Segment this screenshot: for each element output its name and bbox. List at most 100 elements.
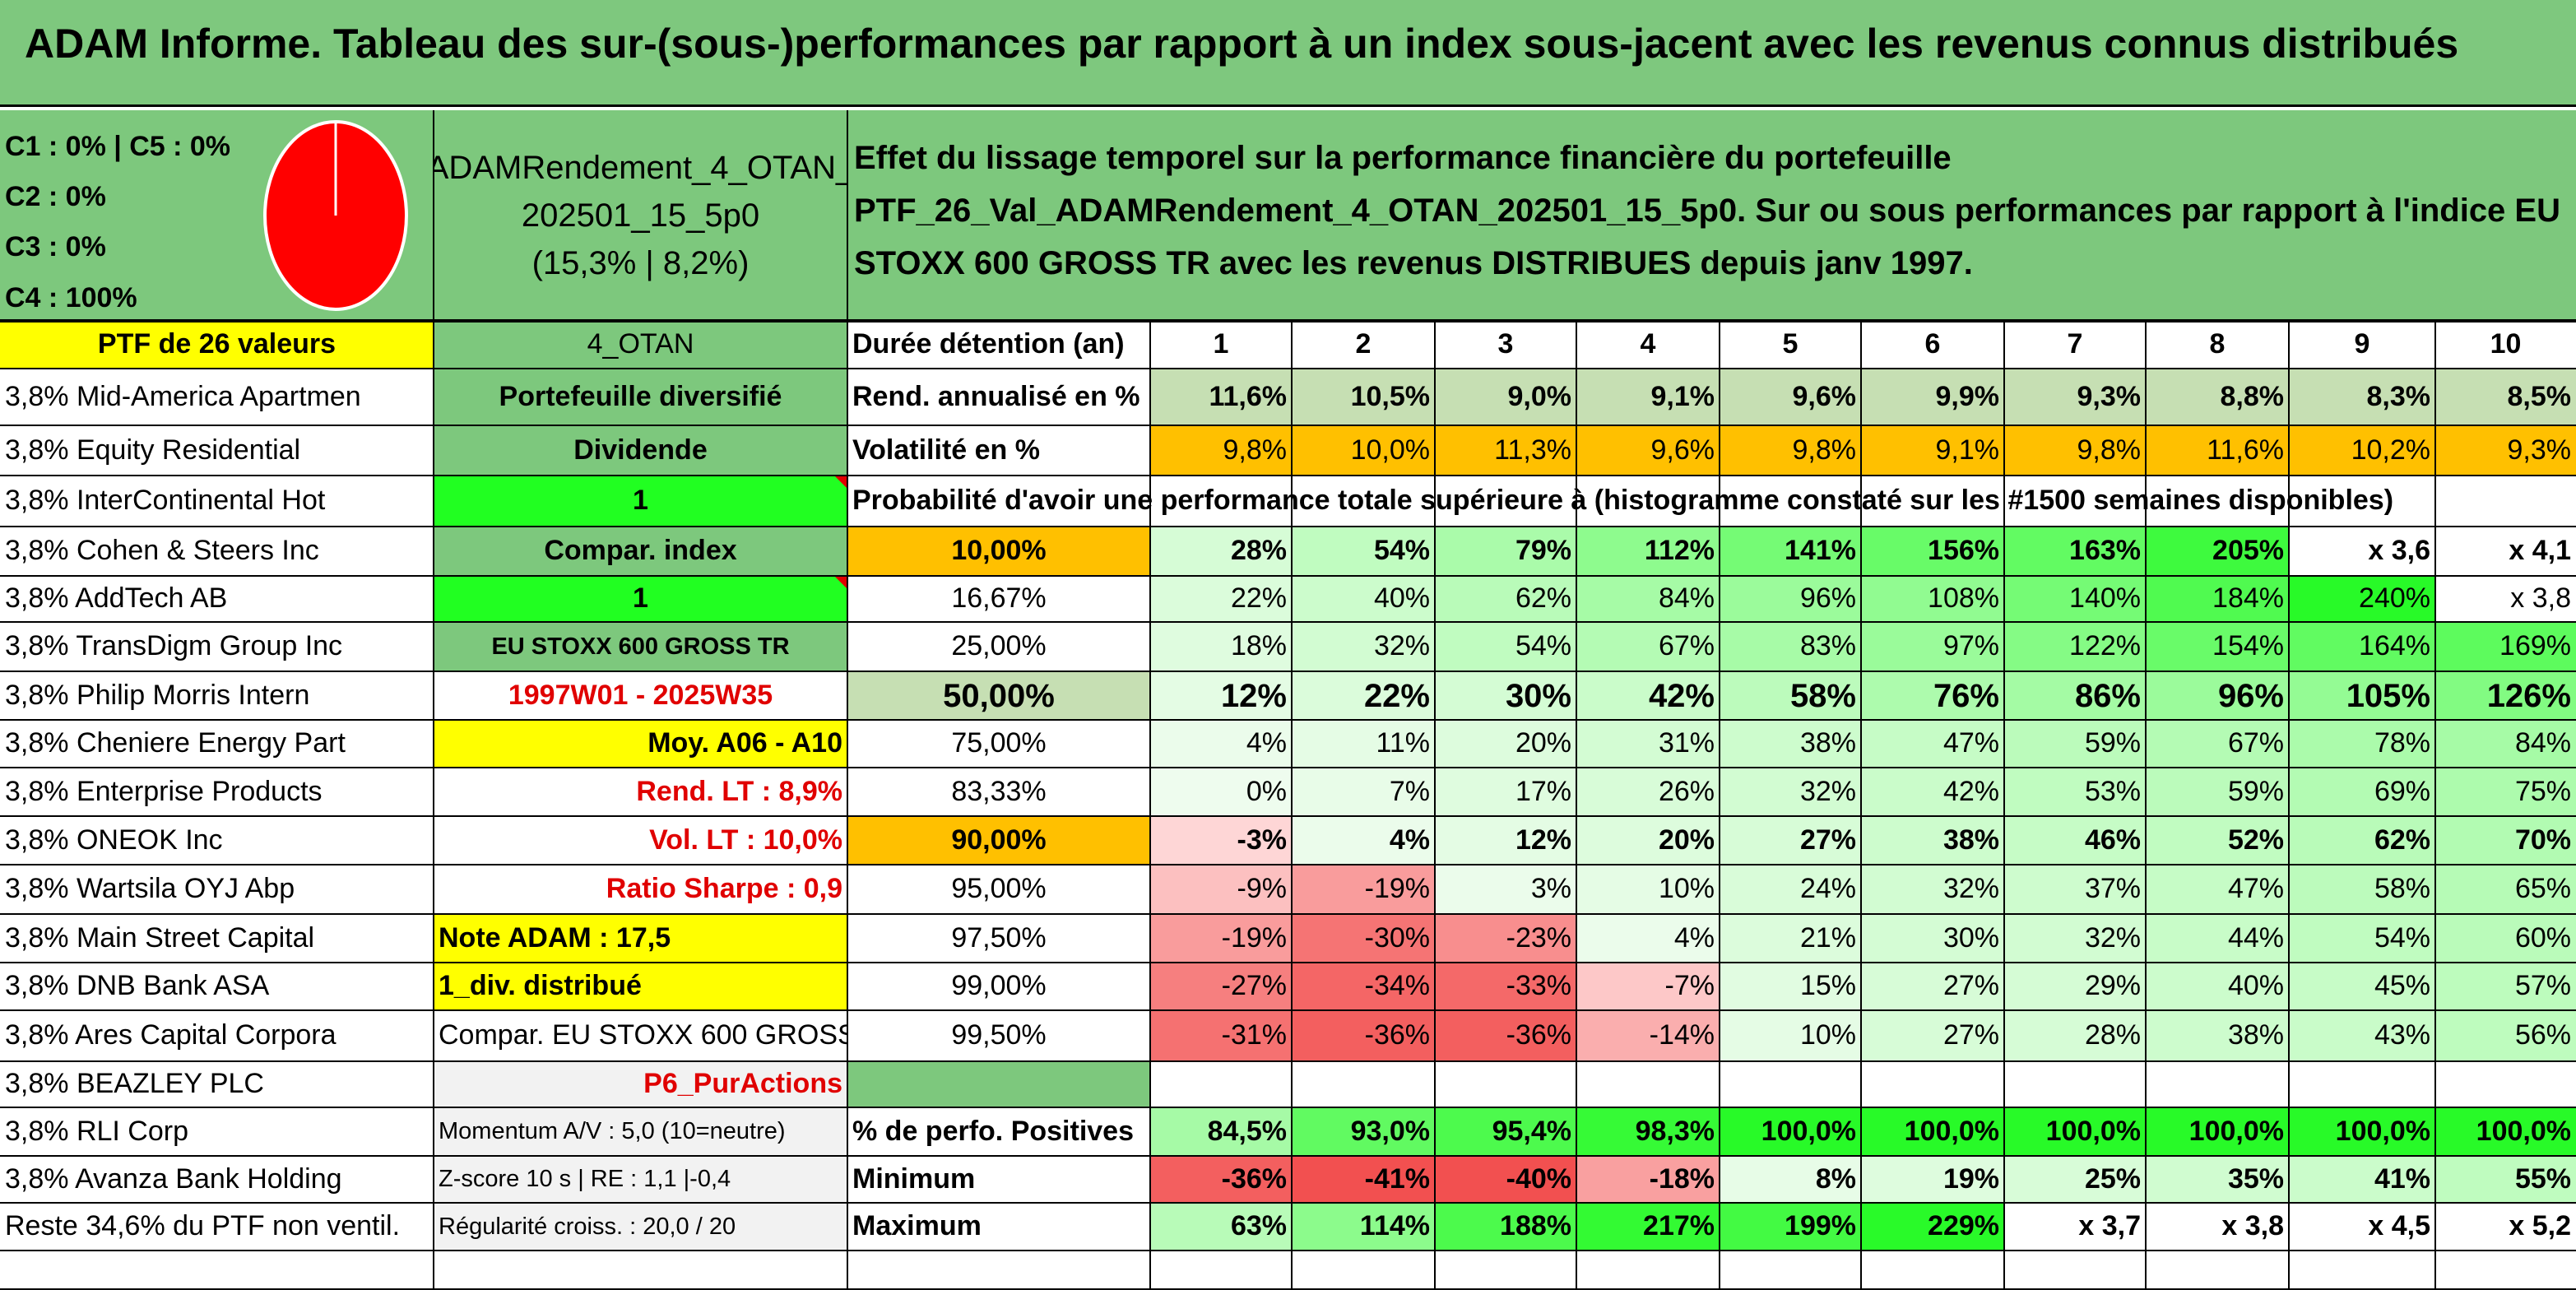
max-label: Maximum [852, 1210, 982, 1242]
prob-value: 7% [1292, 768, 1435, 816]
prob-value: 59% [2146, 768, 2289, 816]
holding-row: 3,8% Ares Capital Corpora [5, 1019, 337, 1051]
vol-value: 11,3% [1435, 425, 1576, 476]
prob-header: Probabilité d'avoir une performance tota… [852, 485, 2394, 517]
min-value: -36% [1150, 1156, 1292, 1203]
pos-label: % de perfo. Positives [852, 1115, 1134, 1147]
vol-value: 10,0% [1292, 425, 1435, 476]
prob-value: 79% [1435, 527, 1576, 576]
prob-value: 10% [1576, 865, 1720, 914]
prob-value: x 3,8 [2435, 576, 2576, 622]
prob-value: 76% [1861, 671, 2004, 720]
prob-value: 65% [2435, 865, 2576, 914]
grid-line [0, 526, 2576, 527]
grid-line [0, 1009, 2576, 1011]
prob-value: -36% [1292, 1010, 1435, 1061]
prob-value: 26% [1576, 768, 1720, 816]
holding-row: 3,8% InterContinental Hot [5, 485, 326, 517]
prob-value: 32% [1720, 768, 1861, 816]
blank-green-cell [847, 1061, 1150, 1107]
prob-value: 46% [2004, 816, 2146, 865]
prob-value: 122% [2004, 622, 2146, 671]
grid-line [0, 621, 2576, 623]
prob-value: 62% [1435, 576, 1576, 622]
rend-value: 9,6% [1720, 369, 1861, 425]
pos-value: 100,0% [2004, 1107, 2146, 1156]
rend-value: 8,3% [2289, 369, 2435, 425]
prob-value: 40% [2146, 963, 2289, 1010]
prob-value: 84% [1576, 576, 1720, 622]
prob-value: 30% [1435, 671, 1576, 720]
holding-row: 3,8% ONEOK Inc [5, 824, 223, 856]
info-cell: Vol. LT : 10,0% [649, 824, 842, 856]
prob-value: 105% [2289, 671, 2435, 720]
info-cell: Régularité croiss. : 20,0 / 20 [434, 1203, 847, 1251]
grid-line [1291, 321, 1293, 1289]
info-cell: Compar. index [434, 527, 847, 576]
grid-line [1860, 321, 1862, 1289]
grid-line [0, 1250, 2576, 1251]
prob-value: 67% [2146, 720, 2289, 768]
grid-line [0, 475, 2576, 476]
rend-label: Rend. annualisé en % [852, 380, 1140, 412]
rend-value: 9,9% [1861, 369, 2004, 425]
prob-value: 54% [1292, 527, 1435, 576]
grid-line [847, 110, 848, 1289]
prob-value: 29% [2004, 963, 2146, 1010]
holding-row: 3,8% Cohen & Steers Inc [5, 535, 319, 567]
prob-value: 54% [1435, 622, 1576, 671]
prob-value: -23% [1435, 914, 1576, 963]
prob-value: 38% [1861, 816, 2004, 865]
prob-value: 83% [1720, 622, 1861, 671]
prob-value: 86% [2004, 671, 2146, 720]
prob-value: 24% [1720, 865, 1861, 914]
grid-line [2145, 321, 2147, 1289]
prob-level: 97,50% [951, 921, 1047, 954]
prob-value: 31% [1576, 720, 1720, 768]
legend-c1c5: C1 : 0% | C5 : 0% [5, 131, 231, 162]
pos-value: 98,3% [1576, 1107, 1720, 1156]
portfolio-description: Effet du lissage temporel sur la perform… [847, 110, 2576, 321]
prob-value: 205% [2146, 527, 2289, 576]
ptf-header: PTF de 26 valeurs [0, 321, 434, 369]
prob-level: 83,33% [951, 775, 1047, 807]
prob-value: 45% [2289, 963, 2435, 1010]
rend-value: 9,3% [2004, 369, 2146, 425]
pos-value: 100,0% [1861, 1107, 2004, 1156]
prob-value: 62% [2289, 816, 2435, 865]
prob-value: 4% [1150, 720, 1292, 768]
vol-value: 9,1% [1861, 425, 2004, 476]
prob-value: 59% [2004, 720, 2146, 768]
portfolio-name-l2: 202501_15_5p0 [521, 197, 760, 234]
grid-line [0, 864, 2576, 865]
prob-value: 12% [1150, 671, 1292, 720]
vol-value: 9,6% [1576, 425, 1720, 476]
title-bar: ADAM Informe. Tableau des sur-(sous-)per… [0, 0, 2576, 107]
prob-level: 75,00% [951, 727, 1047, 759]
prob-value: 40% [1292, 576, 1435, 622]
prob-value: 43% [2289, 1010, 2435, 1061]
prob-value: x 4,1 [2435, 527, 2576, 576]
prob-value: 28% [1150, 527, 1292, 576]
grid-line [0, 815, 2576, 817]
prob-level: 95,00% [951, 873, 1047, 905]
prob-value: 156% [1861, 527, 2004, 576]
rend-value: 11,6% [1150, 369, 1292, 425]
max-value: x 3,7 [2004, 1203, 2146, 1251]
max-value: 188% [1435, 1203, 1576, 1251]
prob-value: 84% [2435, 720, 2576, 768]
prob-value: 18% [1150, 622, 1292, 671]
grid-line [1719, 321, 1720, 1289]
pos-value: 95,4% [1435, 1107, 1576, 1156]
prob-value: 53% [2004, 768, 2146, 816]
grid-line [2434, 321, 2436, 1289]
prob-value: 163% [2004, 527, 2146, 576]
holding-row: 3,8% Cheniere Energy Part [5, 727, 346, 759]
info-cell: 1997W01 - 2025W35 [508, 679, 773, 711]
prob-value: 112% [1576, 527, 1720, 576]
allocation-pie-chart [263, 120, 408, 311]
prob-value: 52% [2146, 816, 2289, 865]
grid-line [0, 1155, 2576, 1157]
prob-value: -3% [1150, 816, 1292, 865]
info-cell: EU STOXX 600 GROSS TR [434, 622, 847, 671]
